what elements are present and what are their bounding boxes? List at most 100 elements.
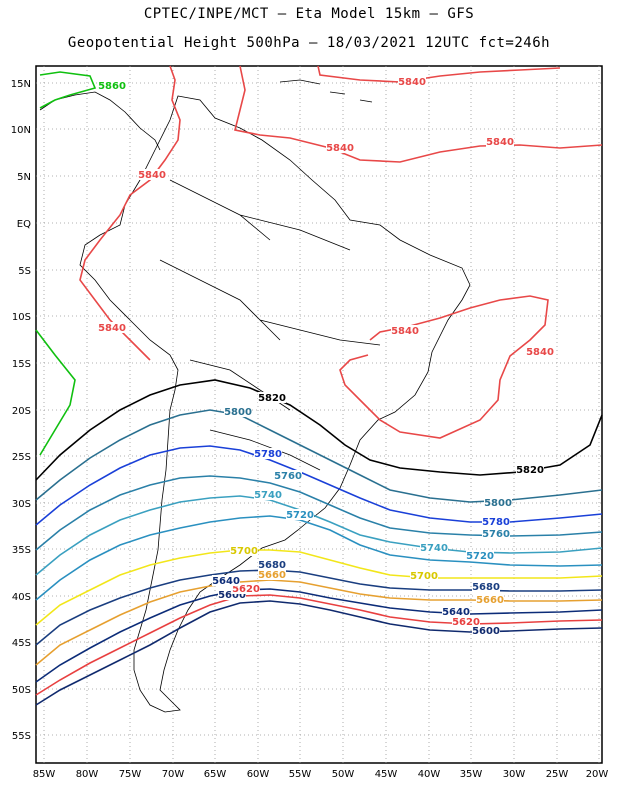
- contour-5640: [35, 588, 603, 683]
- contour-label-bg: [254, 448, 282, 459]
- contour-5720: [35, 515, 603, 601]
- contour-label-5860: 5860: [98, 81, 126, 92]
- contour-label-5640: 5640: [442, 607, 470, 618]
- contour-label-bg: [526, 346, 554, 357]
- chart-subtitle: Geopotential Height 500hPa – 18/03/2021 …: [67, 35, 551, 51]
- x-tick-label: 20W: [586, 769, 609, 780]
- contour-label-bg: [286, 509, 314, 520]
- contour-label-5800: 5800: [484, 498, 512, 509]
- contour-label-5620: 5620: [232, 584, 260, 595]
- contour-label-5720: 5720: [466, 551, 494, 562]
- contour-label-bg: [254, 489, 282, 500]
- contour-label-5760: 5760: [274, 471, 302, 482]
- contour-label-5680: 5680: [258, 560, 286, 571]
- contour-label-bg: [398, 76, 426, 87]
- caribbean-islands: [279, 79, 373, 103]
- contour-label-5680: 5680: [472, 582, 500, 593]
- y-tick-label: 10N: [11, 125, 31, 136]
- x-tick-label: 40W: [418, 769, 441, 780]
- y-tick-label: 30S: [12, 499, 31, 510]
- x-tick-label: 75W: [119, 769, 142, 780]
- contour-label-bg: [410, 570, 438, 581]
- contour-label-bg: [482, 516, 510, 527]
- contour-label-bg: [224, 406, 252, 417]
- x-tick-label: 70W: [162, 769, 185, 780]
- contour-label-bg: [466, 550, 494, 561]
- x-tick-label: 60W: [247, 769, 270, 780]
- contour-label-bg: [258, 559, 286, 570]
- y-tick-label: 15N: [11, 79, 31, 90]
- x-tick-label: 45W: [375, 769, 398, 780]
- contour-label-bg: [326, 142, 354, 153]
- contour-label-5840: 5840: [398, 77, 426, 88]
- contour-label-bg: [482, 528, 510, 539]
- contour-label-bg: [138, 169, 166, 180]
- contour-label-bg: [484, 497, 512, 508]
- contour-label-bg: [258, 392, 286, 403]
- contour-label-5600: 5600: [218, 590, 246, 601]
- contour-label-5800: 5800: [224, 407, 252, 418]
- contour-label-bg: [232, 583, 260, 594]
- contour-label-5820: 5820: [258, 393, 286, 404]
- contour-label-5720: 5720: [286, 510, 314, 521]
- contour-label-5640: 5640: [212, 576, 240, 587]
- x-tick-label: 65W: [204, 769, 227, 780]
- contour-label-5760: 5760: [482, 529, 510, 540]
- contour-label-5660: 5660: [258, 570, 286, 581]
- contour-5760: [35, 475, 603, 551]
- contour-label-5700: 5700: [230, 546, 258, 557]
- y-tick-label: EQ: [17, 219, 31, 230]
- x-tick-label: 30W: [503, 769, 526, 780]
- contour-label-5840: 5840: [138, 170, 166, 181]
- contour-label-5600: 5600: [472, 626, 500, 637]
- contour-label-5840: 5840: [391, 326, 419, 337]
- graticule: [36, 66, 602, 763]
- y-tick-label: 35S: [12, 545, 31, 556]
- x-tick-label: 35W: [460, 769, 483, 780]
- contour-label-bg: [486, 136, 514, 147]
- contour-label-bg: [516, 464, 544, 475]
- x-tick-label: 25W: [546, 769, 569, 780]
- y-tick-label: 45S: [12, 638, 31, 649]
- contour-label-bg: [452, 616, 480, 627]
- x-axis-labels: 85W 80W 75W 70W 65W 60W 55W 50W 45W 40W 35W 30W 25W 2…: [33, 769, 609, 780]
- contour-label-5840: 5840: [486, 137, 514, 148]
- y-tick-label: 55S: [12, 731, 31, 742]
- x-tick-label: 85W: [33, 769, 56, 780]
- contour-label-bg: [212, 575, 240, 586]
- contour-label-5840: 5840: [526, 347, 554, 358]
- y-tick-label: 25S: [12, 452, 31, 463]
- contour-label-5820: 5820: [516, 465, 544, 476]
- country-borders: [159, 179, 381, 471]
- contour-labels: 5600560056205620564056405660566056805680…: [98, 76, 554, 637]
- contour-label-5780: 5780: [254, 449, 282, 460]
- contour-5700: [35, 549, 603, 626]
- contour-label-bg: [98, 322, 126, 333]
- map-frame: [35, 65, 603, 764]
- contour-label-5780: 5780: [482, 517, 510, 528]
- contour-label-bg: [98, 80, 126, 91]
- y-axis-labels: 15N 10N 5N EQ 5S 10S 15S 20S 25S 30S 35S 40S 45S 50S 5…: [11, 79, 31, 742]
- contour-5840: [79, 65, 603, 439]
- contour-label-bg: [391, 325, 419, 336]
- x-tick-label: 50W: [332, 769, 355, 780]
- contour-5780: [35, 445, 603, 526]
- y-tick-label: 10S: [12, 312, 31, 323]
- contour-label-bg: [258, 569, 286, 580]
- contour-label-5840: 5840: [326, 143, 354, 154]
- contour-5800: [35, 409, 603, 503]
- x-tick-label: 80W: [76, 769, 99, 780]
- contour-label-bg: [230, 545, 258, 556]
- y-tick-label: 20S: [12, 406, 31, 417]
- contour-label-bg: [442, 606, 470, 617]
- contour-label-5740: 5740: [254, 490, 282, 501]
- y-tick-label: 5S: [18, 266, 31, 277]
- x-tick-label: 55W: [289, 769, 312, 780]
- coastlines: [39, 79, 471, 713]
- south-america-coast: [79, 95, 471, 713]
- contour-label-bg: [274, 470, 302, 481]
- y-tick-label: 5N: [17, 172, 31, 183]
- chart-title: CPTEC/INPE/MCT – Eta Model 15km – GFS: [143, 6, 475, 22]
- y-tick-label: 50S: [12, 685, 31, 696]
